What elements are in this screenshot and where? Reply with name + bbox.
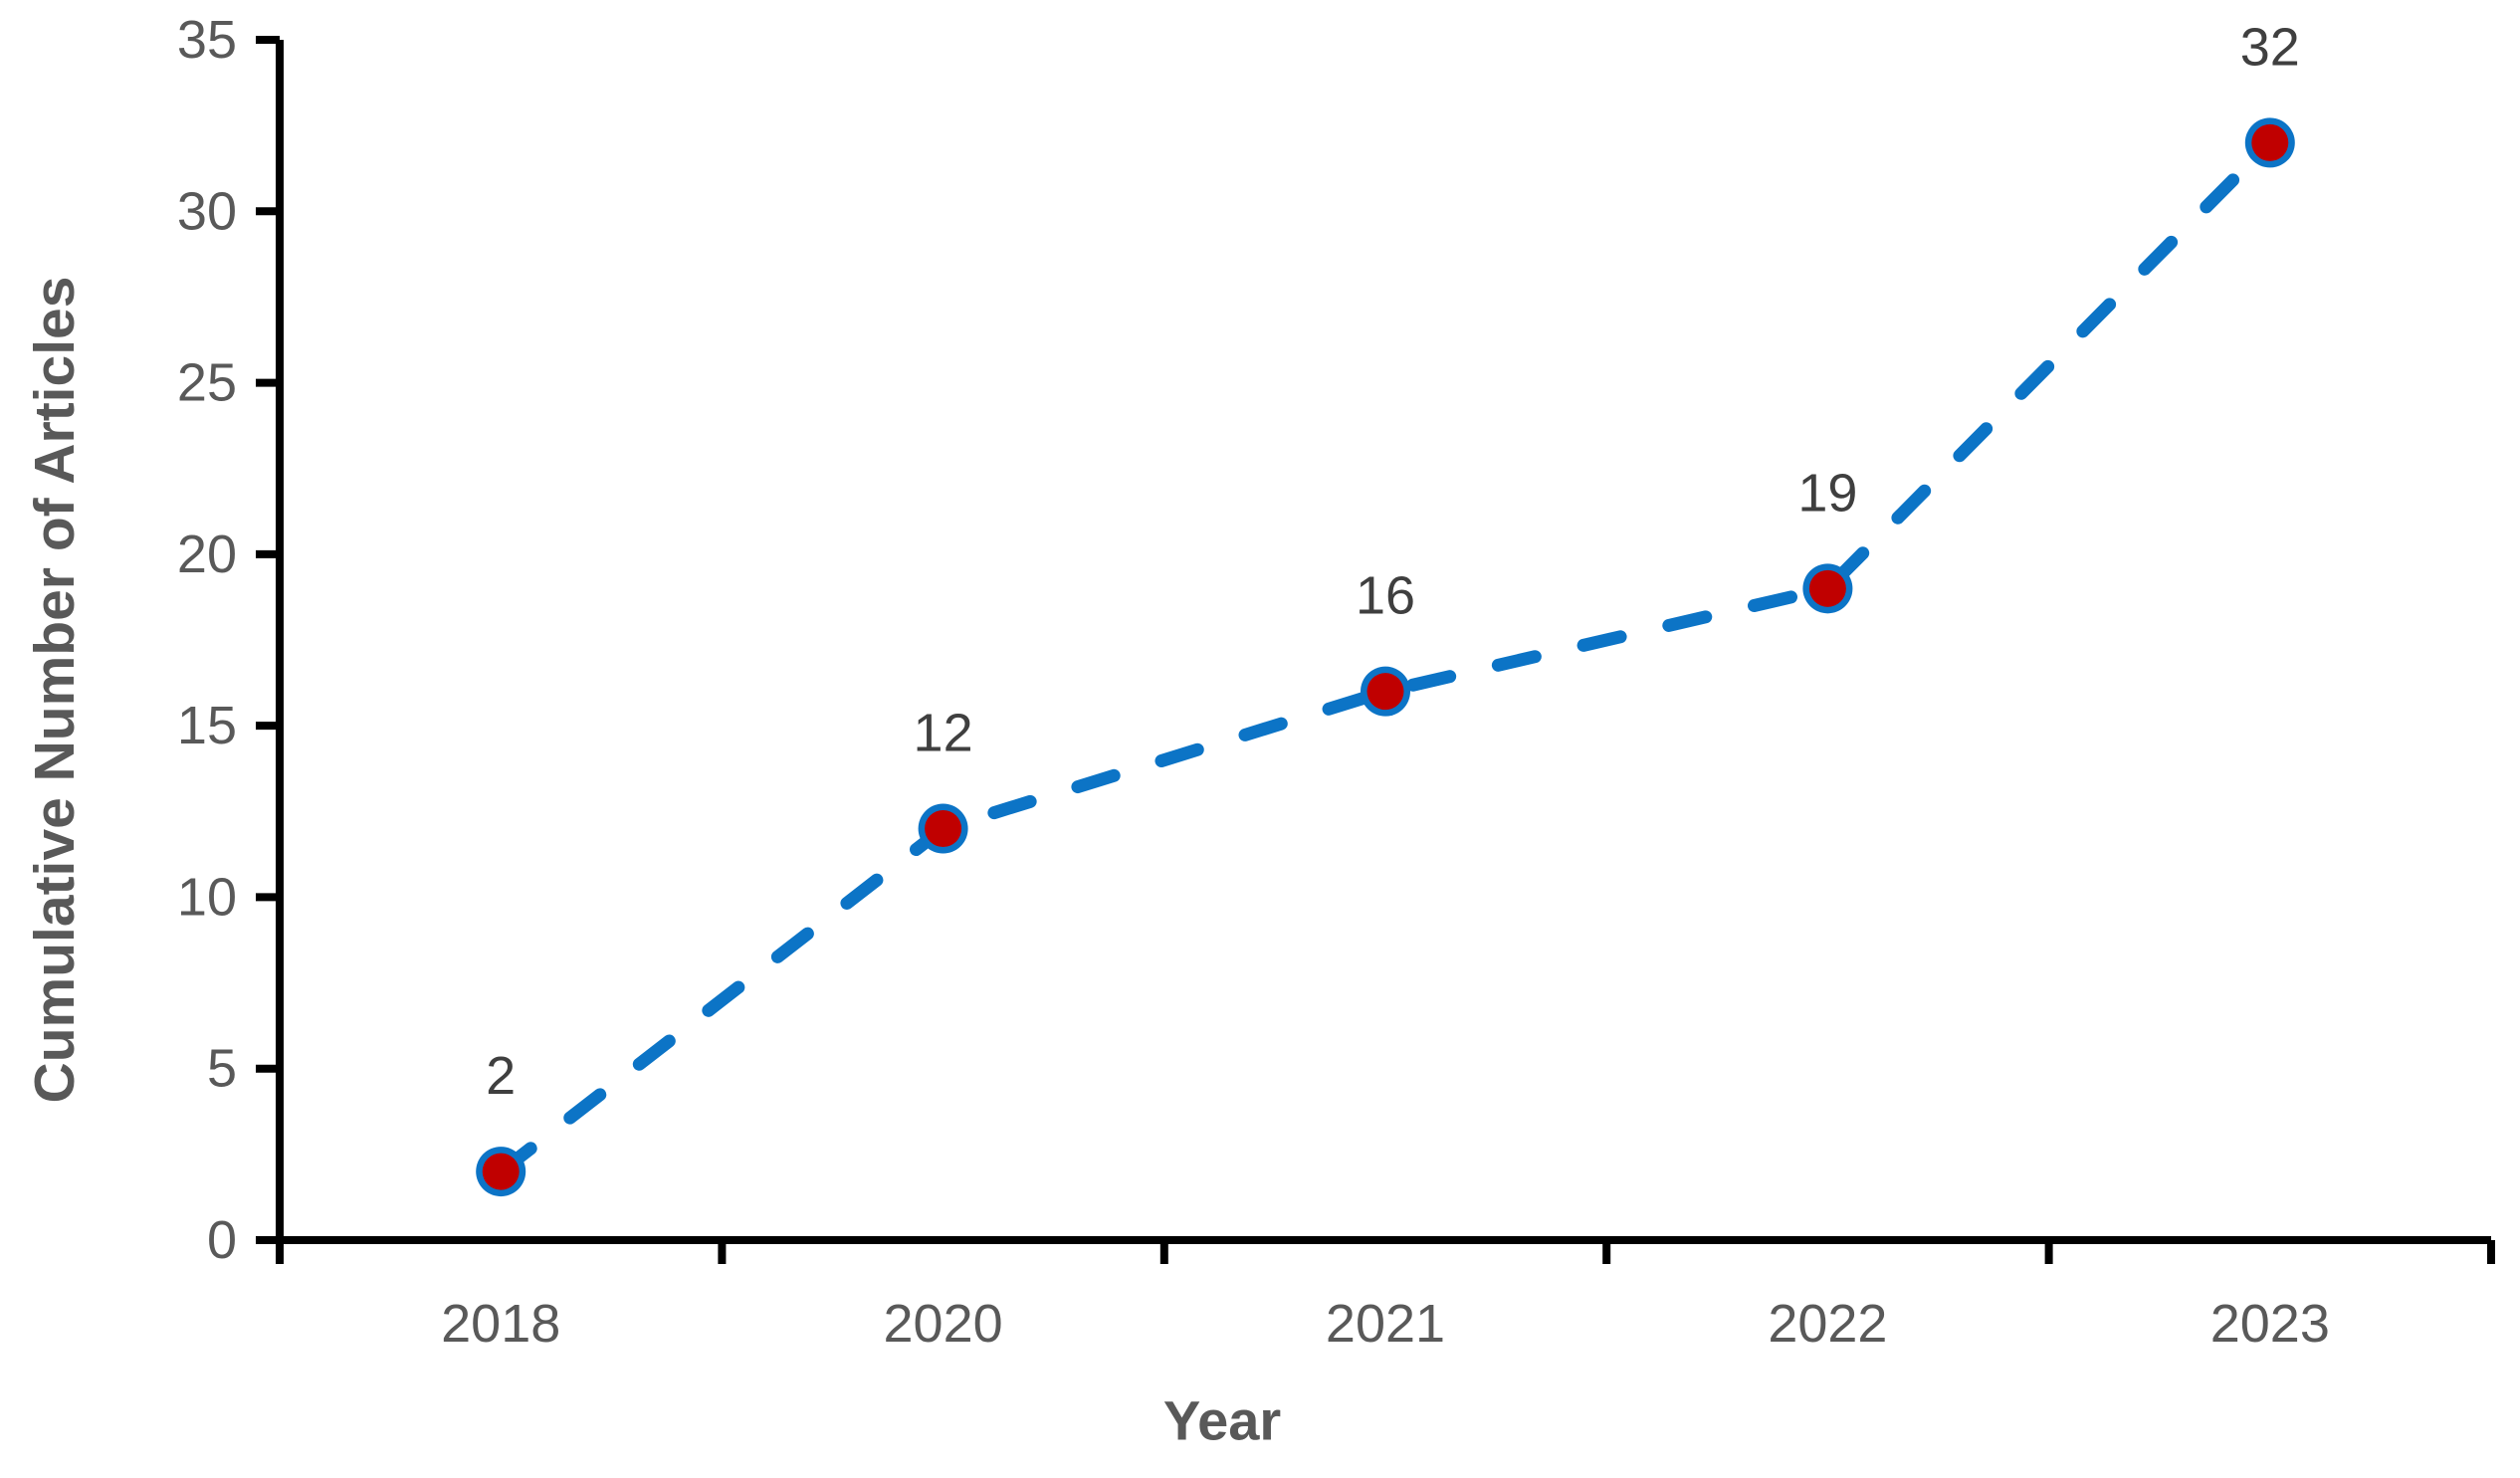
data-point-label: 32 bbox=[2240, 17, 2300, 77]
y-axis-tick-label: 15 bbox=[177, 696, 237, 755]
y-axis-tick-label: 20 bbox=[177, 525, 237, 584]
x-axis-tick-label: 2022 bbox=[1768, 1294, 1887, 1354]
data-point-marker bbox=[1366, 673, 1404, 711]
y-axis-tick-label: 25 bbox=[177, 353, 237, 413]
chart-plot-area: 0 5 10 15 20 25 30 35 2018 2020 2021 2022 2023 2 12 16 1… bbox=[177, 10, 2495, 1354]
data-point-marker bbox=[925, 810, 962, 848]
data-point-label: 2 bbox=[486, 1046, 516, 1106]
data-point-label: 16 bbox=[1356, 566, 1415, 626]
data-point-marker bbox=[482, 1153, 520, 1190]
data-point-marker bbox=[2251, 123, 2289, 161]
data-point-label: 19 bbox=[1797, 463, 1857, 523]
x-axis-tick-label: 2020 bbox=[884, 1294, 1003, 1354]
x-axis-tick-label: 2018 bbox=[441, 1294, 560, 1354]
data-point-label: 12 bbox=[914, 704, 973, 763]
series-line bbox=[494, 135, 2277, 1178]
y-axis-tick-label: 0 bbox=[207, 1210, 237, 1270]
y-axis-tick-label: 10 bbox=[177, 867, 237, 927]
x-axis-tick-label: 2021 bbox=[1326, 1294, 1445, 1354]
y-axis-tick-label: 5 bbox=[207, 1039, 237, 1099]
x-axis-tick-label: 2023 bbox=[2210, 1294, 2330, 1354]
data-point-marker bbox=[1808, 569, 1846, 607]
x-axis-title: Year bbox=[1163, 1389, 1281, 1452]
y-axis-tick-label: 30 bbox=[177, 181, 237, 241]
y-axis-title: Cumulative Number of Articles bbox=[23, 277, 87, 1104]
y-axis-tick-label: 35 bbox=[177, 10, 237, 70]
